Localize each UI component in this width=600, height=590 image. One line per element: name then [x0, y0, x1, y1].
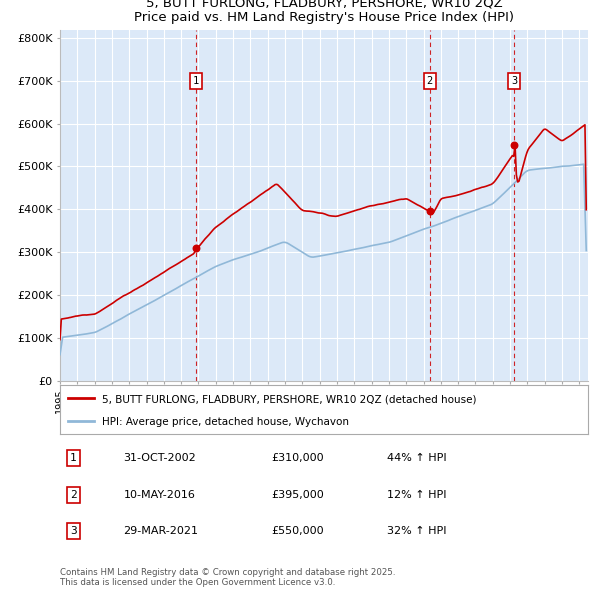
- Text: 1: 1: [70, 453, 77, 463]
- Text: 2: 2: [70, 490, 77, 500]
- Text: £550,000: £550,000: [271, 526, 324, 536]
- Text: 31-OCT-2002: 31-OCT-2002: [124, 453, 196, 463]
- Text: Contains HM Land Registry data © Crown copyright and database right 2025.
This d: Contains HM Land Registry data © Crown c…: [60, 568, 395, 587]
- Point: [509, 140, 519, 150]
- Text: £395,000: £395,000: [271, 490, 324, 500]
- Text: 10-MAY-2016: 10-MAY-2016: [124, 490, 195, 500]
- Text: 1: 1: [193, 76, 199, 86]
- Text: 2: 2: [427, 76, 433, 86]
- Text: HPI: Average price, detached house, Wychavon: HPI: Average price, detached house, Wych…: [102, 417, 349, 427]
- Text: 44% ↑ HPI: 44% ↑ HPI: [388, 453, 447, 463]
- Title: 5, BUTT FURLONG, FLADBURY, PERSHORE, WR10 2QZ
Price paid vs. HM Land Registry's : 5, BUTT FURLONG, FLADBURY, PERSHORE, WR1…: [134, 0, 514, 24]
- Text: 3: 3: [511, 76, 518, 86]
- Text: 5, BUTT FURLONG, FLADBURY, PERSHORE, WR10 2QZ (detached house): 5, BUTT FURLONG, FLADBURY, PERSHORE, WR1…: [102, 394, 477, 404]
- Point: [425, 206, 434, 216]
- Text: £310,000: £310,000: [271, 453, 324, 463]
- Text: 29-MAR-2021: 29-MAR-2021: [124, 526, 199, 536]
- Text: 12% ↑ HPI: 12% ↑ HPI: [388, 490, 447, 500]
- Point: [191, 243, 200, 253]
- Text: 32% ↑ HPI: 32% ↑ HPI: [388, 526, 447, 536]
- Text: 3: 3: [70, 526, 77, 536]
